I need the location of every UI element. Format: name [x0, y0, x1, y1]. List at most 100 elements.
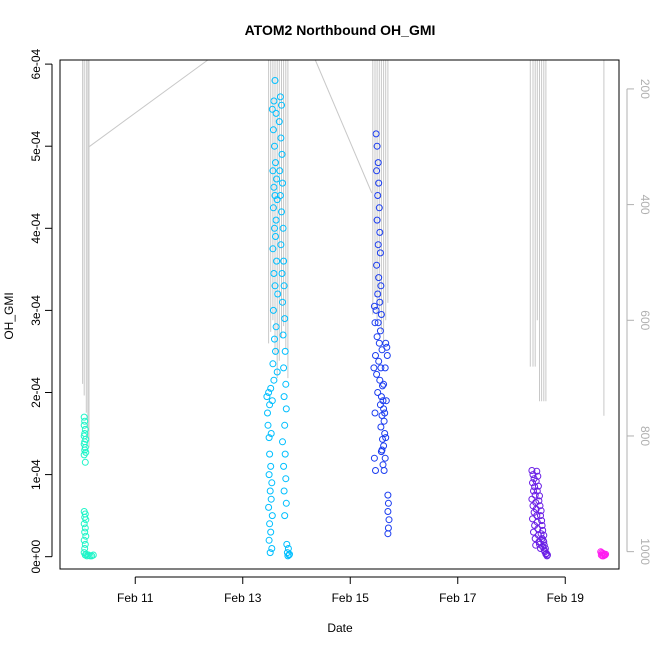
data-point [264, 409, 271, 417]
data-point [282, 475, 290, 483]
data-point [281, 421, 289, 429]
data-point [601, 551, 608, 559]
data-point [276, 93, 284, 101]
data-point [272, 159, 279, 167]
data-point [269, 204, 277, 212]
data-point [537, 530, 545, 538]
plot-frame [59, 59, 620, 570]
data-point [281, 450, 289, 458]
data-point [81, 540, 89, 548]
y-tick-label: 6e-04 [29, 48, 43, 79]
data-point [373, 261, 381, 269]
data-point [269, 126, 277, 134]
data-point [382, 397, 390, 405]
data-point [375, 204, 383, 212]
x-tick-label: Feb 15 [332, 591, 370, 605]
data-point [536, 540, 543, 548]
data-point [278, 208, 285, 216]
data-point [80, 520, 88, 528]
data-point [280, 462, 288, 470]
data-point [539, 526, 547, 534]
data-point [269, 167, 277, 175]
data-point [281, 315, 289, 323]
y-tick-label: 4e-04 [29, 213, 43, 244]
y-tick-label: 0e+00 [29, 540, 43, 574]
data-point [82, 532, 90, 540]
data-point [530, 487, 537, 495]
data-point [379, 382, 386, 390]
data-point [530, 528, 537, 536]
data-point [81, 417, 89, 425]
y-axis: 0e+00 1e-04 2e-04 3e-04 4e-04 5e-04 6e-04 [29, 48, 53, 574]
data-point [271, 282, 279, 290]
data-point [277, 134, 285, 142]
x-axis-label: Date [327, 621, 353, 635]
y2-tick-label: 600 [638, 310, 650, 330]
data-point [599, 552, 607, 560]
data-point [379, 461, 387, 469]
data-point [536, 492, 543, 500]
x-axis: Feb 11 Feb 13 Feb 15 Feb 17 Feb 19 [117, 576, 585, 605]
data-point [536, 502, 544, 510]
data-point [269, 245, 277, 253]
data-point [533, 512, 541, 520]
data-point [373, 216, 381, 224]
data-point [268, 545, 276, 552]
data-point [370, 302, 378, 310]
y-tick-label: 2e-04 [29, 377, 43, 408]
data-point [381, 409, 389, 417]
data-point [263, 393, 271, 401]
data-point [374, 159, 382, 167]
data-point [280, 257, 288, 265]
data-point [268, 105, 276, 113]
data-point [272, 216, 280, 224]
data-point [532, 541, 540, 549]
data-point [383, 352, 391, 359]
x-tick-label: Feb 19 [547, 591, 585, 605]
data-point [265, 536, 273, 544]
data-point [274, 290, 282, 298]
data-point [372, 467, 379, 474]
y-tick-label: 5e-04 [29, 131, 43, 162]
data-point [376, 327, 384, 335]
y-tick-label: 3e-04 [29, 295, 43, 326]
data-point [370, 454, 378, 462]
data-point [280, 393, 288, 401]
y2-tick-label: 800 [638, 426, 650, 446]
data-point [272, 323, 280, 331]
data-point [265, 434, 273, 442]
data-point [270, 376, 278, 384]
data-point [264, 421, 272, 429]
data-point [373, 370, 381, 378]
data-point [276, 192, 284, 199]
data-point [276, 167, 284, 175]
data-point [279, 438, 286, 446]
data-point [534, 525, 542, 533]
pressure-trace-segment [88, 59, 209, 148]
data-point [537, 545, 544, 552]
data-point [544, 551, 551, 559]
data-point [381, 364, 389, 372]
data-point [81, 528, 89, 536]
data-point [270, 270, 278, 277]
data-point [385, 516, 393, 524]
data-point [381, 430, 389, 437]
data-point [265, 389, 273, 396]
data-point [377, 393, 385, 401]
data-point [279, 179, 286, 187]
data-point [529, 479, 536, 487]
data-point [380, 417, 388, 425]
data-point [373, 142, 381, 150]
data-point [89, 551, 97, 559]
data-point [272, 109, 280, 117]
data-point [371, 319, 379, 327]
pressure-trace-segment [314, 59, 373, 194]
data-point [381, 454, 389, 462]
data-point [375, 274, 383, 282]
x-tick-label: Feb 13 [224, 591, 262, 605]
data-point [534, 482, 542, 490]
data-point [373, 167, 381, 175]
data-point [374, 319, 382, 327]
data-point [380, 405, 388, 413]
